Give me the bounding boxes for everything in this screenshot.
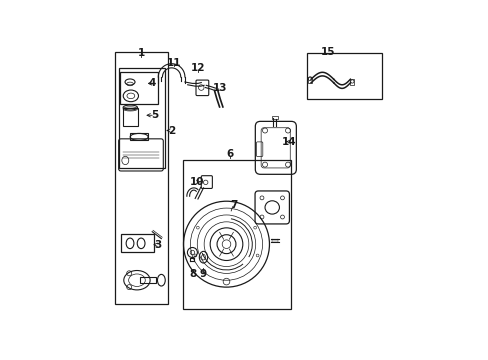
Text: 15: 15 xyxy=(320,46,335,57)
Bar xyxy=(307,53,382,99)
Text: 2: 2 xyxy=(168,126,175,135)
Text: 13: 13 xyxy=(212,82,227,93)
Text: 3: 3 xyxy=(154,240,161,250)
Bar xyxy=(123,108,137,126)
Text: 7: 7 xyxy=(230,201,237,210)
Text: 9: 9 xyxy=(200,269,206,279)
Bar xyxy=(130,133,148,140)
Bar xyxy=(183,159,290,309)
Bar xyxy=(140,278,156,283)
Bar xyxy=(121,234,154,252)
Bar xyxy=(115,51,168,304)
Bar xyxy=(272,116,277,120)
Text: 6: 6 xyxy=(226,149,233,159)
Bar xyxy=(307,77,311,82)
Text: 12: 12 xyxy=(190,63,205,73)
Bar xyxy=(120,72,158,104)
Text: 1: 1 xyxy=(137,48,144,58)
Text: 5: 5 xyxy=(151,110,158,120)
Text: 4: 4 xyxy=(148,78,156,89)
Text: 8: 8 xyxy=(189,269,197,279)
Text: 14: 14 xyxy=(282,136,296,147)
Text: 11: 11 xyxy=(166,58,181,68)
Text: 10: 10 xyxy=(190,177,204,187)
Bar xyxy=(350,79,354,85)
Bar xyxy=(119,68,164,168)
